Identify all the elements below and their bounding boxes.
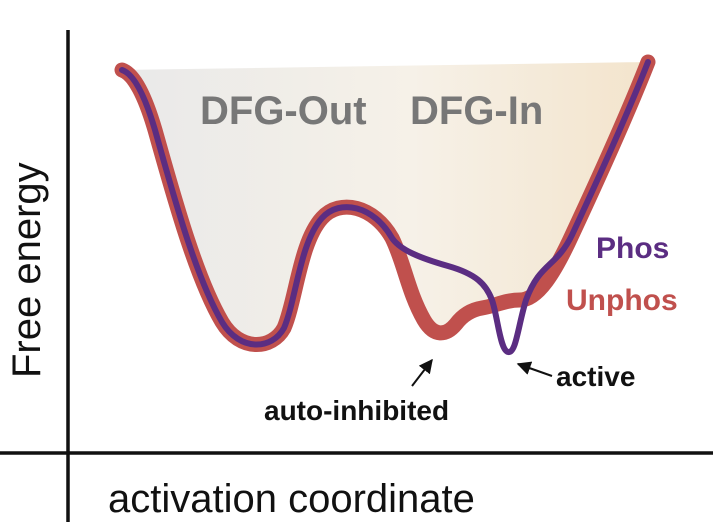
auto-inhibited-label: auto-inhibited (264, 395, 449, 426)
phos-curve (119, 59, 651, 355)
landscape-shading (122, 62, 648, 345)
y-axis-label: Free energy (5, 162, 49, 378)
x-axis-label: activation coordinate (108, 477, 475, 521)
dfg-in-label: DFG-In (410, 89, 543, 133)
active-label: active (556, 361, 635, 392)
active-arrow (516, 361, 553, 377)
dfg-out-label: DFG-Out (200, 89, 367, 133)
legend-unphos-label: Unphos (566, 284, 678, 317)
auto-inhibited-arrow (411, 358, 433, 387)
legend-phos-label: Phos (596, 232, 669, 265)
